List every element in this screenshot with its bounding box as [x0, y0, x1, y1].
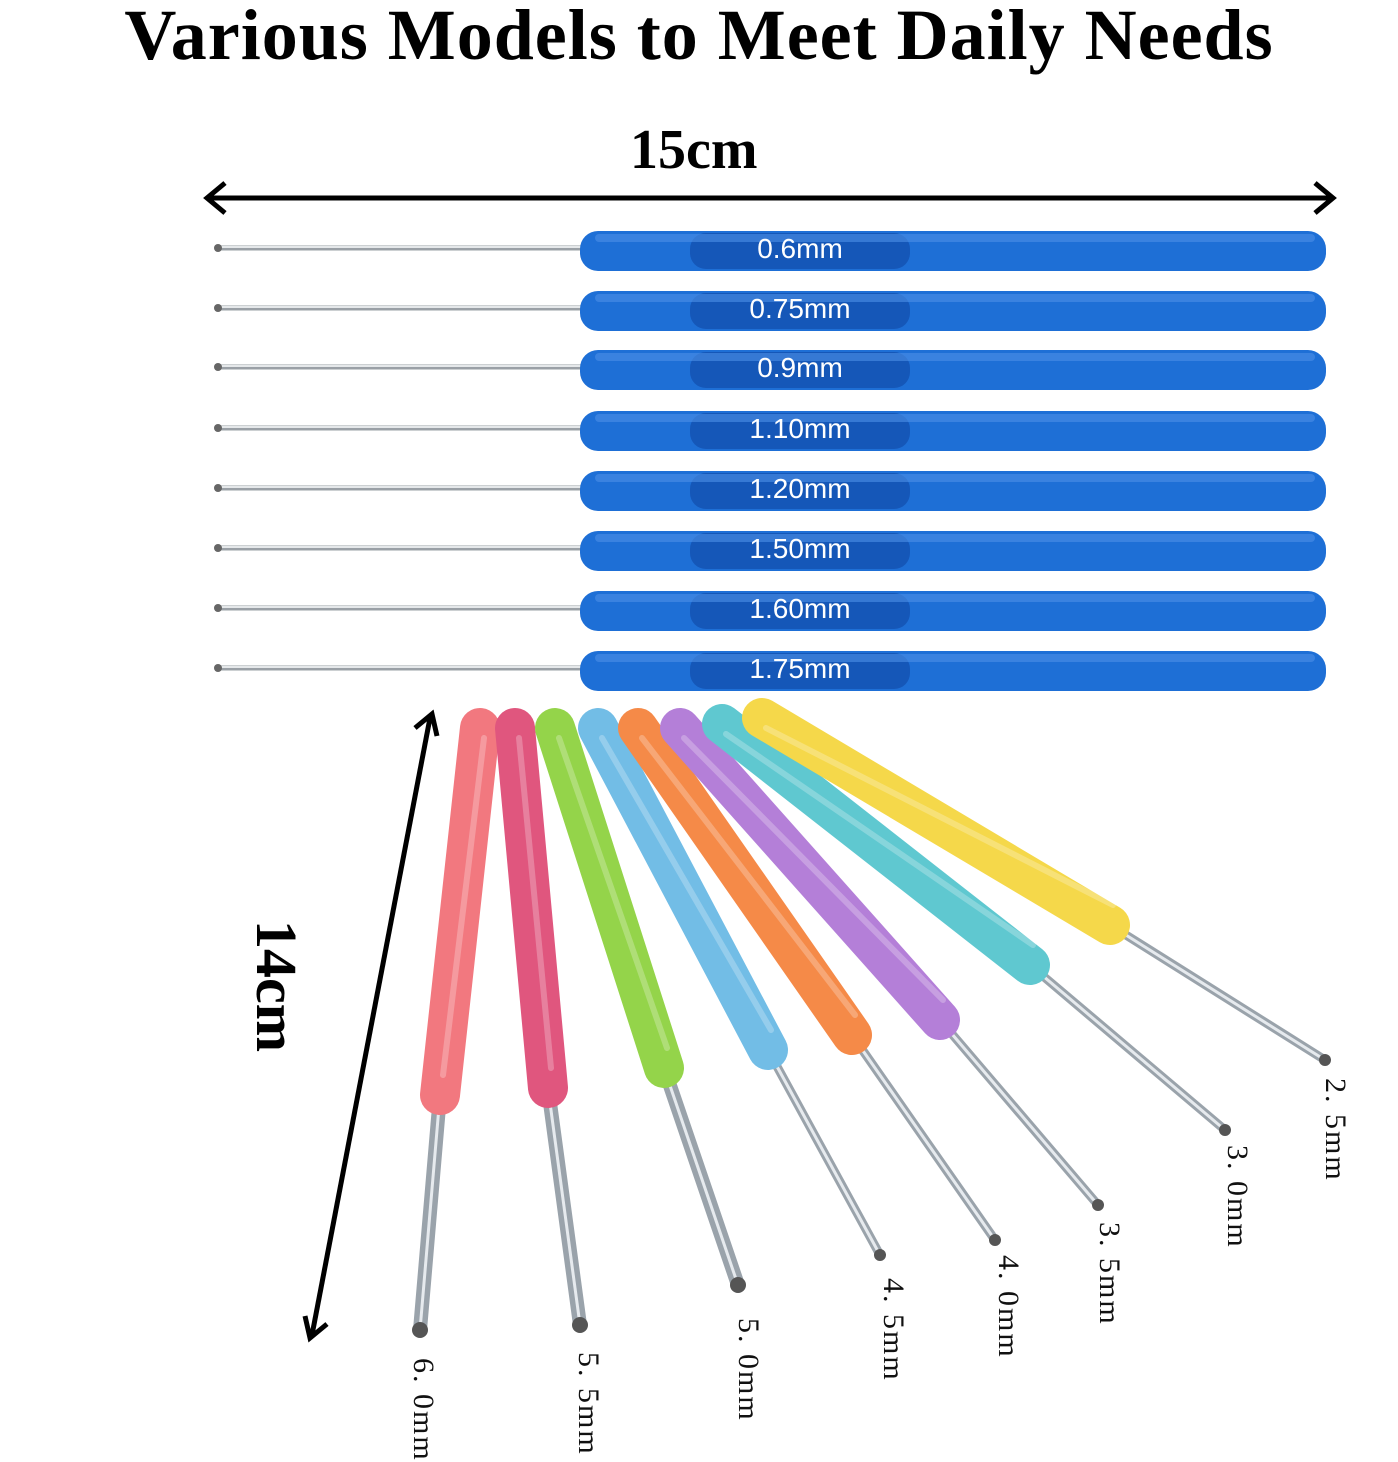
- blue-hook: [214, 651, 1326, 691]
- hook-size-label: 0.75mm: [749, 293, 851, 324]
- colored-hook: [578, 708, 886, 1261]
- blue-hooks-group: [214, 231, 1326, 691]
- colored-hook: [412, 708, 500, 1338]
- hook-size-label: 1.60mm: [749, 593, 851, 624]
- blue-hook: [214, 231, 1326, 271]
- hook-size-label: 0.9mm: [757, 352, 843, 383]
- hook-size-label-vertical: 4. 0mm: [992, 1255, 1025, 1359]
- dimension-arrow-vertical: [302, 709, 440, 1343]
- hook-size-label-vertical: 5. 0mm: [732, 1318, 765, 1422]
- hook-size-label-vertical: 5. 5mm: [572, 1352, 605, 1456]
- blue-hook: [214, 531, 1326, 571]
- blue-hook: [214, 291, 1326, 331]
- dimension-arrow-horizontal: [203, 181, 1337, 215]
- blue-hook: [214, 350, 1326, 390]
- blue-hook: [214, 411, 1326, 451]
- hook-size-label: 1.20mm: [749, 473, 851, 504]
- page-title: Various Models to Meet Daily Needs: [124, 0, 1274, 75]
- colored-hook: [660, 708, 1104, 1211]
- colored-hook: [702, 704, 1231, 1136]
- colored-hook: [495, 708, 588, 1333]
- hook-size-label: 0.6mm: [757, 233, 843, 264]
- blue-hook: [214, 471, 1326, 511]
- hook-size-label: 1.10mm: [749, 413, 851, 444]
- hook-size-label-vertical: 6. 0mm: [407, 1358, 440, 1462]
- blue-hook: [214, 591, 1326, 631]
- colored-hook: [618, 708, 1001, 1246]
- hook-size-label: 1.50mm: [749, 533, 851, 564]
- colored-hook: [535, 708, 746, 1293]
- hook-size-label: 1.75mm: [749, 653, 851, 684]
- colored-hooks-group: [412, 698, 1331, 1338]
- colored-hook: [742, 698, 1331, 1066]
- length-label-15cm: 15cm: [630, 119, 758, 181]
- hook-size-label-vertical: 3. 5mm: [1093, 1222, 1126, 1326]
- hook-size-label-vertical: 2. 5mm: [1319, 1078, 1352, 1182]
- hook-size-label-vertical: 4. 5mm: [877, 1278, 910, 1382]
- hook-size-label-vertical: 3. 0mm: [1221, 1145, 1254, 1249]
